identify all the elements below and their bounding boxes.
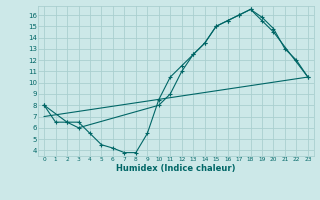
- X-axis label: Humidex (Indice chaleur): Humidex (Indice chaleur): [116, 164, 236, 173]
